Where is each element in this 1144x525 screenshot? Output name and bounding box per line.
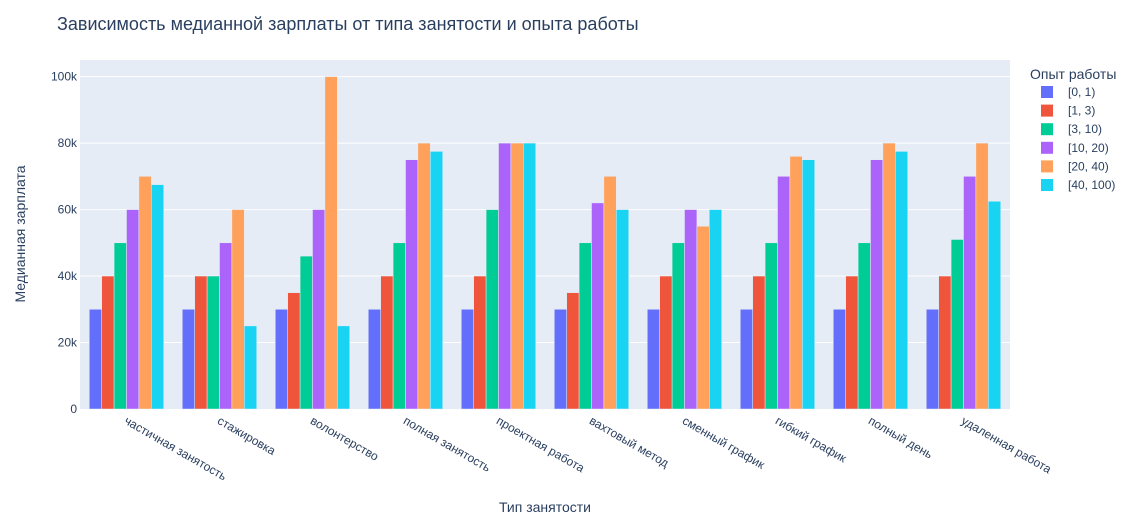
x-axis-title: Тип занятости: [499, 499, 591, 515]
legend-label: [40, 100): [1068, 178, 1115, 192]
bar: [473, 275, 487, 410]
bar: [510, 142, 524, 410]
bar: [287, 292, 301, 410]
legend: Опыт работы [0, 1) [1, 3) [3, 10) [10, 20) […: [1030, 66, 1116, 192]
y-tick-label: 80k: [58, 136, 78, 150]
x-tick-label: частичная занятость: [122, 413, 229, 483]
bar: [845, 275, 859, 410]
bar: [870, 159, 884, 410]
bar: [523, 142, 536, 410]
bar: [194, 275, 208, 410]
bar: [126, 209, 140, 410]
bar: [684, 209, 698, 410]
x-tick-label: стажировка: [215, 413, 278, 458]
bar: [244, 325, 257, 410]
bar: [895, 151, 908, 410]
x-tick-label: полный день: [866, 413, 935, 461]
y-tick-label: 60k: [58, 203, 78, 217]
bar: [591, 202, 605, 410]
bar: [554, 309, 567, 410]
bar: [671, 242, 685, 410]
y-axis-title: Медианная зарплата: [12, 165, 28, 302]
bar: [764, 242, 778, 410]
x-tick-label: удаленная работа: [959, 413, 1054, 476]
x-tick-label: вахтовый метод: [587, 413, 671, 470]
bar: [938, 275, 952, 410]
bar: [696, 225, 710, 410]
legend-label: [1, 3): [1068, 104, 1095, 118]
legend-swatch: [1041, 86, 1053, 98]
bar: [275, 309, 288, 410]
bar: [926, 309, 939, 410]
legend-label: [20, 40): [1068, 159, 1109, 173]
y-tick-label: 0: [70, 402, 77, 416]
bar: [777, 176, 791, 410]
bar: [405, 159, 419, 410]
bar: [789, 156, 803, 410]
bar: [963, 176, 977, 410]
bar: [752, 275, 766, 410]
bar: [616, 209, 629, 410]
bar: [709, 209, 722, 410]
bar: [566, 292, 580, 410]
bar: [380, 275, 394, 410]
bar: [603, 176, 617, 410]
y-tick-label: 40k: [58, 269, 78, 283]
bar: [231, 209, 245, 410]
bar: [485, 209, 499, 410]
bar: [950, 239, 964, 410]
bar: [182, 309, 195, 410]
y-axis-ticks: 0 20k 40k 60k 80k 100k: [51, 70, 78, 416]
bar: [312, 209, 326, 410]
bar: [299, 255, 313, 410]
legend-swatch: [1041, 141, 1053, 154]
bar: [392, 242, 406, 410]
x-tick-label: полная занятость: [401, 413, 493, 474]
bar: [324, 76, 338, 410]
bars: [89, 76, 1001, 410]
legend-label: [3, 10): [1068, 122, 1102, 136]
x-tick-label: гибкий график: [773, 413, 849, 465]
bar: [740, 309, 753, 410]
legend-swatch: [1041, 104, 1053, 117]
x-tick-label: сменный график: [680, 413, 768, 472]
legend-label: [10, 20): [1068, 141, 1109, 155]
bar: [337, 325, 350, 410]
bar: [659, 275, 673, 410]
chart-title: Зависимость медианной зарплаты от типа з…: [57, 14, 639, 34]
bar: [498, 142, 512, 410]
legend-swatch: [1041, 179, 1053, 191]
bar: [138, 176, 152, 410]
bar: [857, 242, 871, 410]
bar: [430, 151, 443, 410]
legend-swatch: [1041, 123, 1053, 136]
bar: [113, 242, 127, 410]
legend-label: [0, 1): [1068, 85, 1095, 99]
bar: [461, 309, 474, 410]
bar: [647, 309, 660, 410]
y-tick-label: 20k: [58, 336, 78, 350]
bar: [988, 201, 1001, 410]
x-tick-label: волонтерство: [308, 413, 381, 463]
bar: [219, 242, 233, 410]
legend-title: Опыт работы: [1030, 66, 1116, 82]
bar: [417, 142, 431, 410]
bar: [89, 309, 102, 410]
bar: [206, 275, 220, 410]
bar: [101, 275, 115, 410]
bar: [578, 242, 592, 410]
x-tick-label: проектная работа: [494, 413, 587, 475]
bar: [975, 142, 989, 410]
y-tick-label: 100k: [51, 70, 78, 84]
bar: [151, 184, 164, 410]
legend-swatch: [1041, 160, 1053, 173]
bar: [368, 309, 381, 410]
bar: [802, 159, 815, 410]
bar: [882, 142, 896, 410]
bar: [833, 309, 846, 410]
